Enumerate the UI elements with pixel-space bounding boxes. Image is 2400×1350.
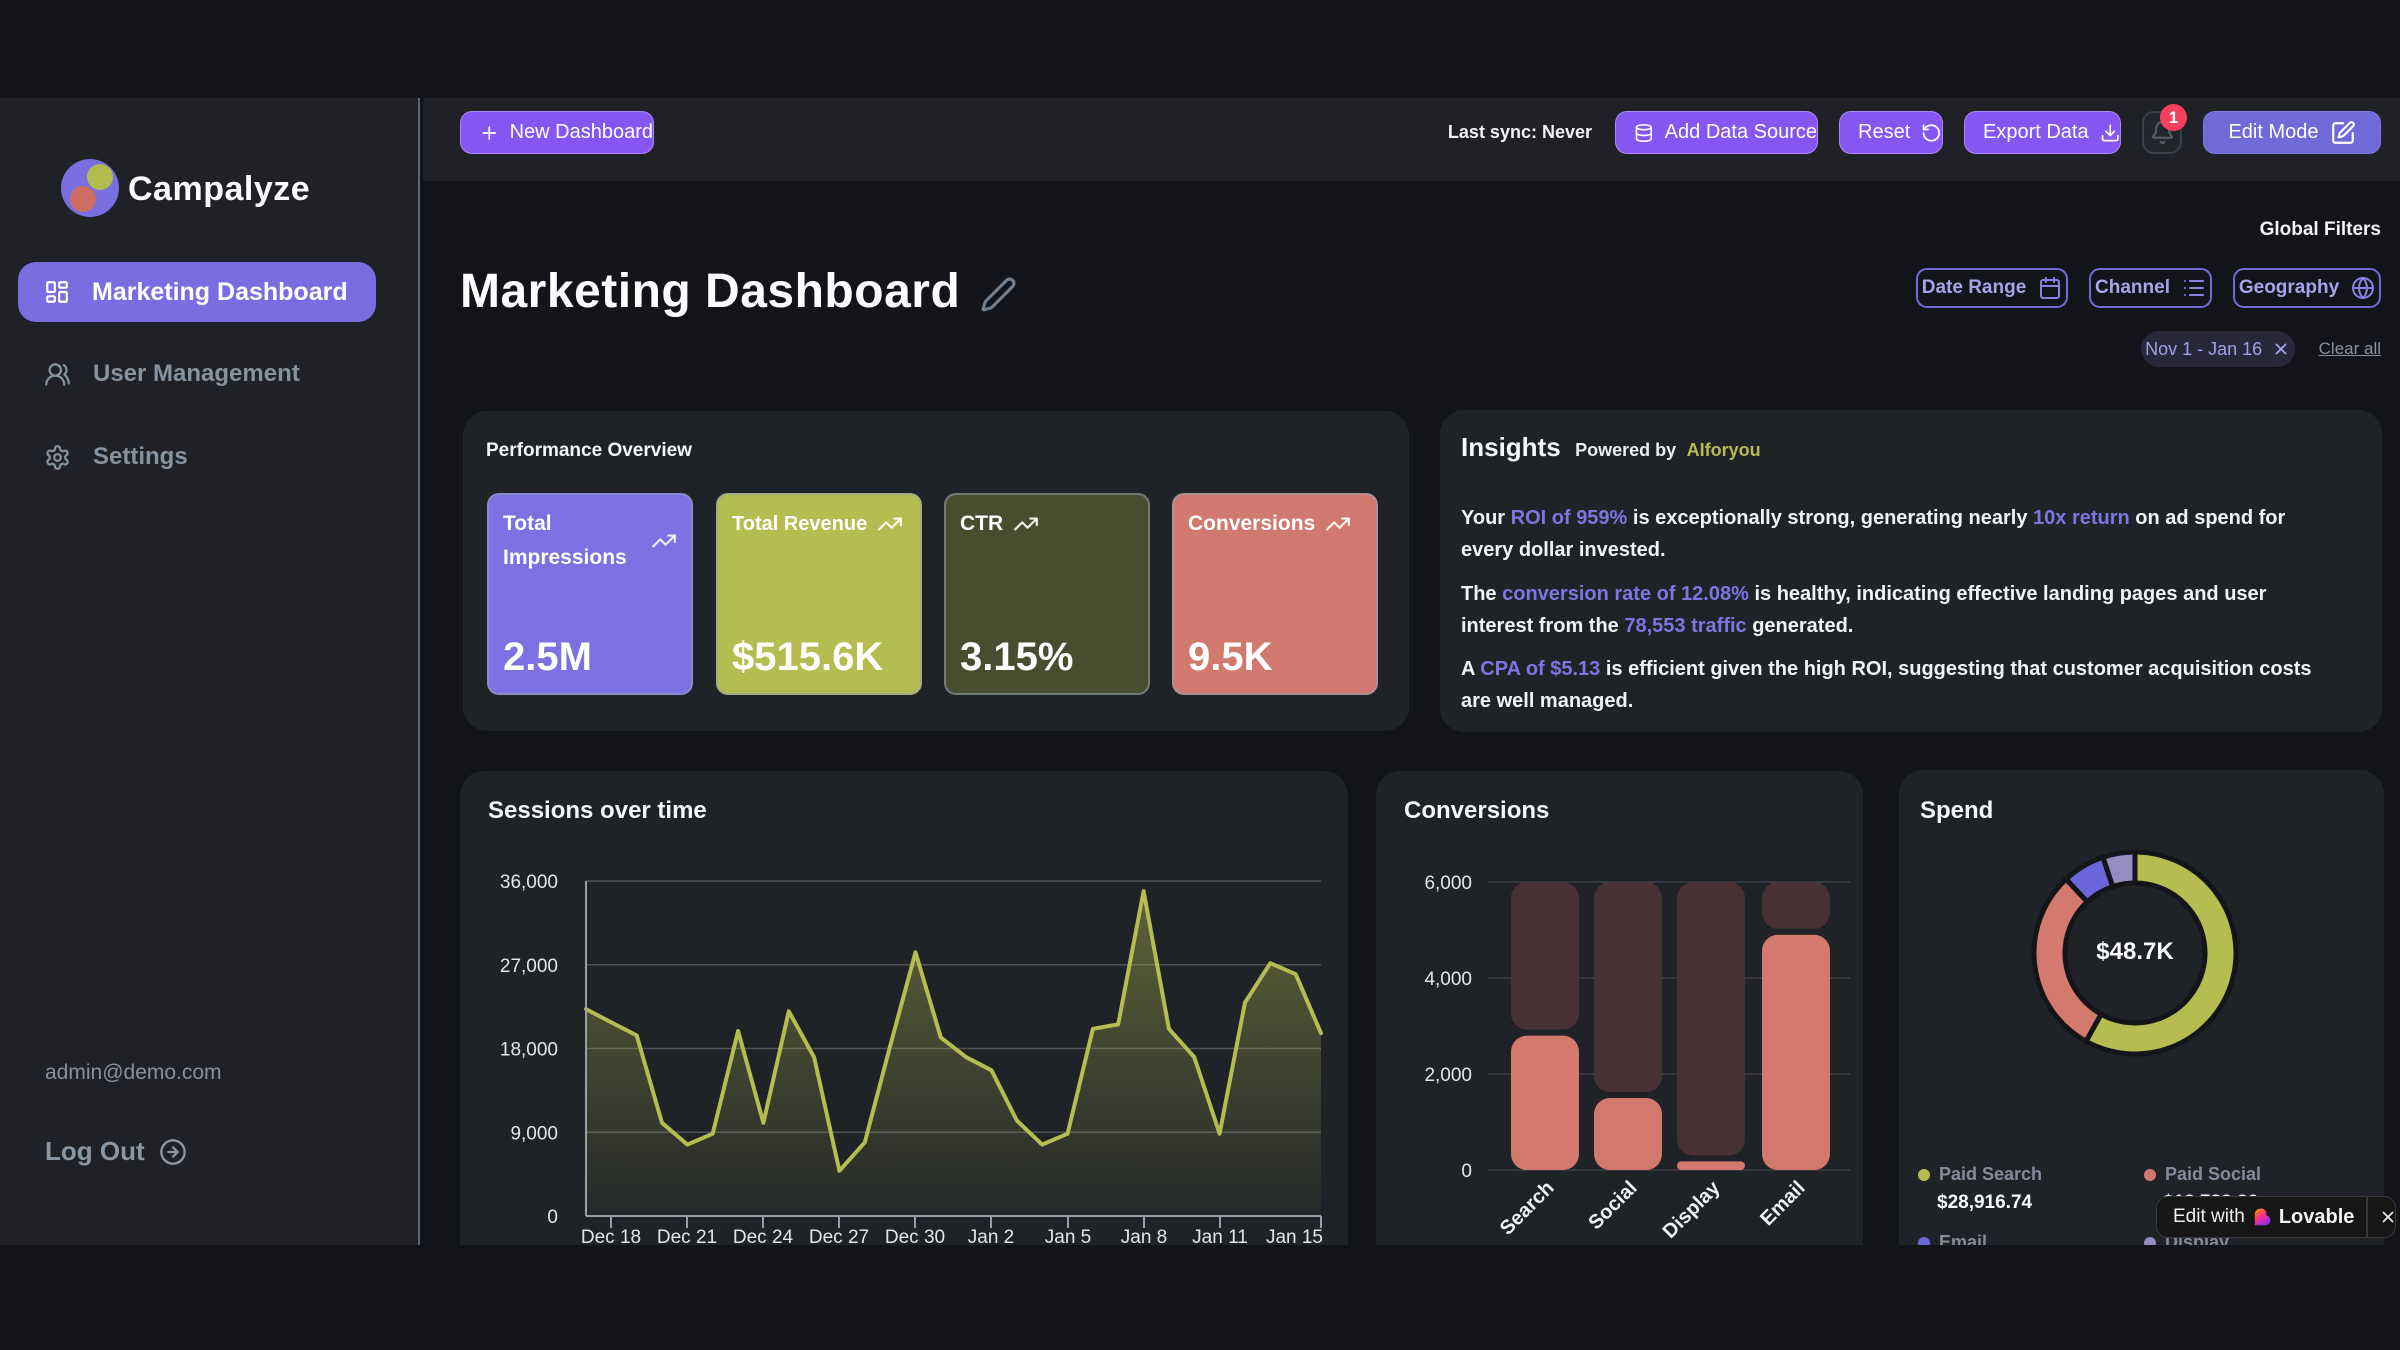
svg-text:9,000: 9,000 [510, 1123, 558, 1144]
svg-text:Dec 27: Dec 27 [809, 1227, 869, 1245]
svg-text:Dec 21: Dec 21 [657, 1227, 717, 1245]
svg-text:Dec 24: Dec 24 [733, 1227, 794, 1245]
svg-text:4,000: 4,000 [1424, 969, 1472, 990]
svg-text:Jan 11: Jan 11 [1192, 1227, 1248, 1245]
svg-text:Display: Display [1659, 1176, 1725, 1242]
svg-text:Social: Social [1584, 1177, 1641, 1234]
svg-text:0: 0 [547, 1207, 558, 1228]
svg-text:Dec 18: Dec 18 [581, 1227, 641, 1245]
svg-text:Search: Search [1496, 1177, 1559, 1240]
svg-text:Jan 5: Jan 5 [1045, 1227, 1091, 1245]
svg-text:18,000: 18,000 [500, 1040, 558, 1061]
svg-text:0: 0 [1461, 1161, 1472, 1182]
svg-text:2,000: 2,000 [1424, 1065, 1472, 1086]
svg-text:Jan 15: Jan 15 [1266, 1227, 1323, 1245]
svg-text:Jan 8: Jan 8 [1121, 1227, 1167, 1245]
svg-text:Email: Email [1756, 1177, 1809, 1230]
svg-text:6,000: 6,000 [1424, 873, 1472, 894]
svg-text:Jan 2: Jan 2 [968, 1227, 1014, 1245]
svg-text:36,000: 36,000 [500, 872, 558, 893]
svg-text:27,000: 27,000 [500, 956, 558, 977]
svg-text:Dec 30: Dec 30 [885, 1227, 945, 1245]
